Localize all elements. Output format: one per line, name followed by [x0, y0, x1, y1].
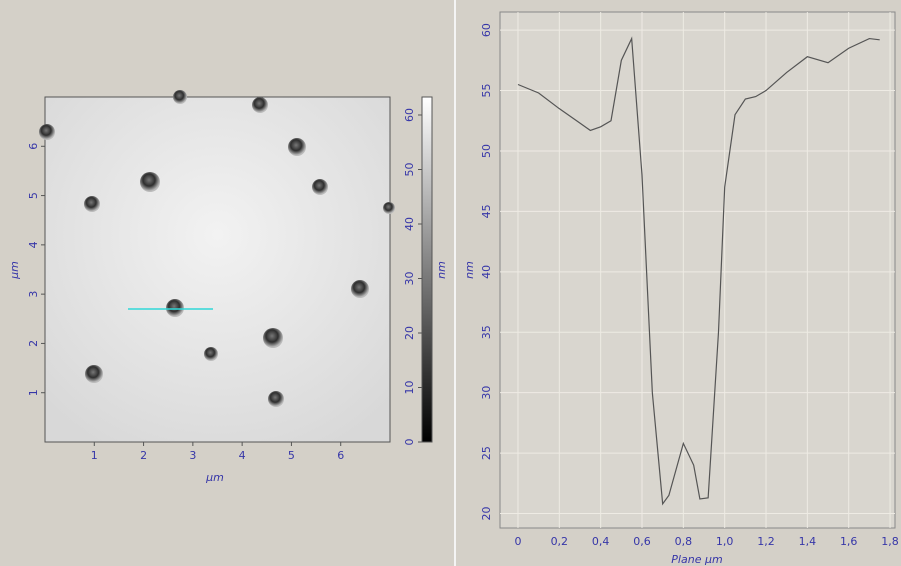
particle [173, 90, 187, 104]
plot-area [499, 11, 896, 529]
x-tick-label: 0,2 [551, 535, 569, 548]
particle [268, 391, 284, 407]
particle [204, 347, 218, 361]
x-tick-label: 0,4 [592, 535, 610, 548]
x-tick-label: 1,8 [881, 535, 899, 548]
y-tick-label: 20 [480, 506, 493, 520]
x-tick-label: 1,0 [716, 535, 734, 548]
x-tick-label: 0 [514, 535, 521, 548]
x-tick-label: 5 [288, 449, 295, 462]
particles [39, 90, 395, 407]
afm-panel: μm μm nm [8, 90, 448, 484]
particle [312, 179, 328, 195]
y-axis-label: nm [463, 261, 476, 279]
particle [166, 299, 184, 317]
colorbar-tick-label: 50 [403, 162, 416, 176]
y-tick-label: 50 [480, 144, 493, 158]
x-tick-label: 0,8 [675, 535, 693, 548]
particle [140, 172, 160, 192]
y-tick-label: 45 [480, 204, 493, 218]
colorbar-tick-label: 40 [403, 217, 416, 231]
x-tick-label: 6 [337, 449, 344, 462]
particle [383, 202, 395, 214]
y-tick-label: 25 [480, 446, 493, 460]
particle [288, 138, 306, 156]
x-tick-label: 3 [189, 449, 196, 462]
y-tick-label: 40 [480, 265, 493, 279]
colorbar-tick-label: 60 [403, 108, 416, 122]
y-tick-label: 55 [480, 84, 493, 98]
x-axis-label: μm [205, 471, 224, 484]
x-tick-label: 1 [91, 449, 98, 462]
x-axis-label: Plane μm [671, 553, 722, 566]
colorbar-tick-label: 30 [403, 271, 416, 285]
afm-image [44, 96, 391, 443]
particle [252, 97, 268, 113]
colorbar-tick-label: 20 [403, 326, 416, 340]
colorbar-tick-label: 0 [403, 439, 416, 446]
colorbar-tick-label: 10 [403, 380, 416, 394]
particle [85, 365, 103, 383]
y-tick-label: 3 [27, 291, 40, 298]
x-tick-label: 1,2 [757, 535, 775, 548]
y-tick-label: 4 [27, 241, 40, 248]
colorbar-label: nm [435, 261, 448, 279]
particle [84, 196, 100, 212]
y-axis-label: μm [8, 261, 21, 280]
particle [351, 280, 369, 298]
particle [263, 328, 283, 348]
y-tick-label: 60 [480, 23, 493, 37]
particle [39, 124, 55, 140]
y-tick-label: 6 [27, 143, 40, 150]
y-tick-label: 1 [27, 389, 40, 396]
y-tick-label: 35 [480, 325, 493, 339]
x-tick-label: 0,6 [633, 535, 651, 548]
profile-line [517, 36, 880, 506]
x-tick-label: 1,4 [799, 535, 817, 548]
x-tick-label: 1,6 [840, 535, 858, 548]
x-tick-label: 4 [239, 449, 246, 462]
x-tick-label: 2 [140, 449, 147, 462]
y-tick-label: 30 [480, 386, 493, 400]
profile-panel: Plane μm nm [463, 11, 896, 566]
y-tick-label: 5 [27, 192, 40, 199]
grid [500, 12, 895, 528]
y-tick-label: 2 [27, 340, 40, 347]
colorbar [421, 96, 433, 443]
